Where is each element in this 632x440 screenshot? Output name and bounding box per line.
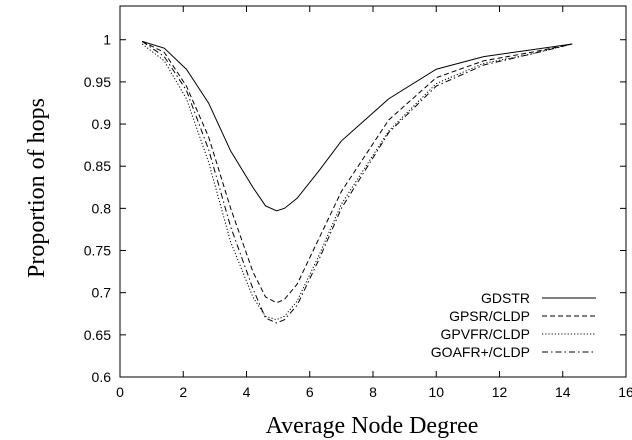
y-tick-label: 0.75 — [84, 243, 111, 259]
legend-label: GOAFR+/CLDP — [431, 344, 530, 360]
x-axis-title: Average Node Degree — [266, 413, 479, 439]
y-tick-label: 1 — [103, 32, 111, 48]
y-tick-label: 0.7 — [92, 285, 112, 301]
legend-label: GPVFR/CLDP — [441, 326, 530, 342]
x-tick-label: 10 — [428, 384, 444, 400]
x-tick-label: 0 — [116, 384, 124, 400]
series-line-1 — [141, 40, 573, 212]
x-tick-label: 4 — [243, 384, 251, 400]
y-axis-title: Proportion of hops — [24, 98, 50, 278]
plot-border — [119, 5, 627, 378]
legend: GDSTR GPSR/CLDP GPVFR/CLDP GOAFR+/CLDP — [431, 290, 596, 360]
x-tick-label: 2 — [179, 384, 187, 400]
plot-frame — [119, 5, 627, 378]
y-tick-label: 0.8 — [92, 200, 112, 216]
y-tick-label: 0.85 — [84, 158, 111, 174]
x-tick-label: 6 — [306, 384, 314, 400]
y-tick-label: 0.95 — [84, 74, 111, 90]
x-tick-label: 16 — [618, 384, 632, 400]
series-line-4 — [141, 40, 573, 324]
y-tick-label: 0.9 — [92, 116, 112, 132]
x-axis: 0 2 4 6 8 10 12 14 16 — [116, 6, 632, 400]
x-tick-label: 12 — [492, 384, 508, 400]
legend-label: GDSTR — [481, 290, 530, 306]
series-line-2 — [141, 40, 573, 304]
x-tick-label: 14 — [555, 384, 571, 400]
y-tick-label: 0.65 — [84, 327, 111, 343]
series-line-3 — [141, 43, 573, 321]
x-tick-label: 8 — [369, 384, 377, 400]
y-axis: 0.6 0.65 0.7 0.75 0.8 0.85 0.9 0.95 1 — [84, 32, 626, 385]
legend-label: GPSR/CLDP — [449, 308, 530, 324]
y-tick-label: 0.6 — [92, 369, 112, 385]
series-lines — [141, 40, 573, 324]
